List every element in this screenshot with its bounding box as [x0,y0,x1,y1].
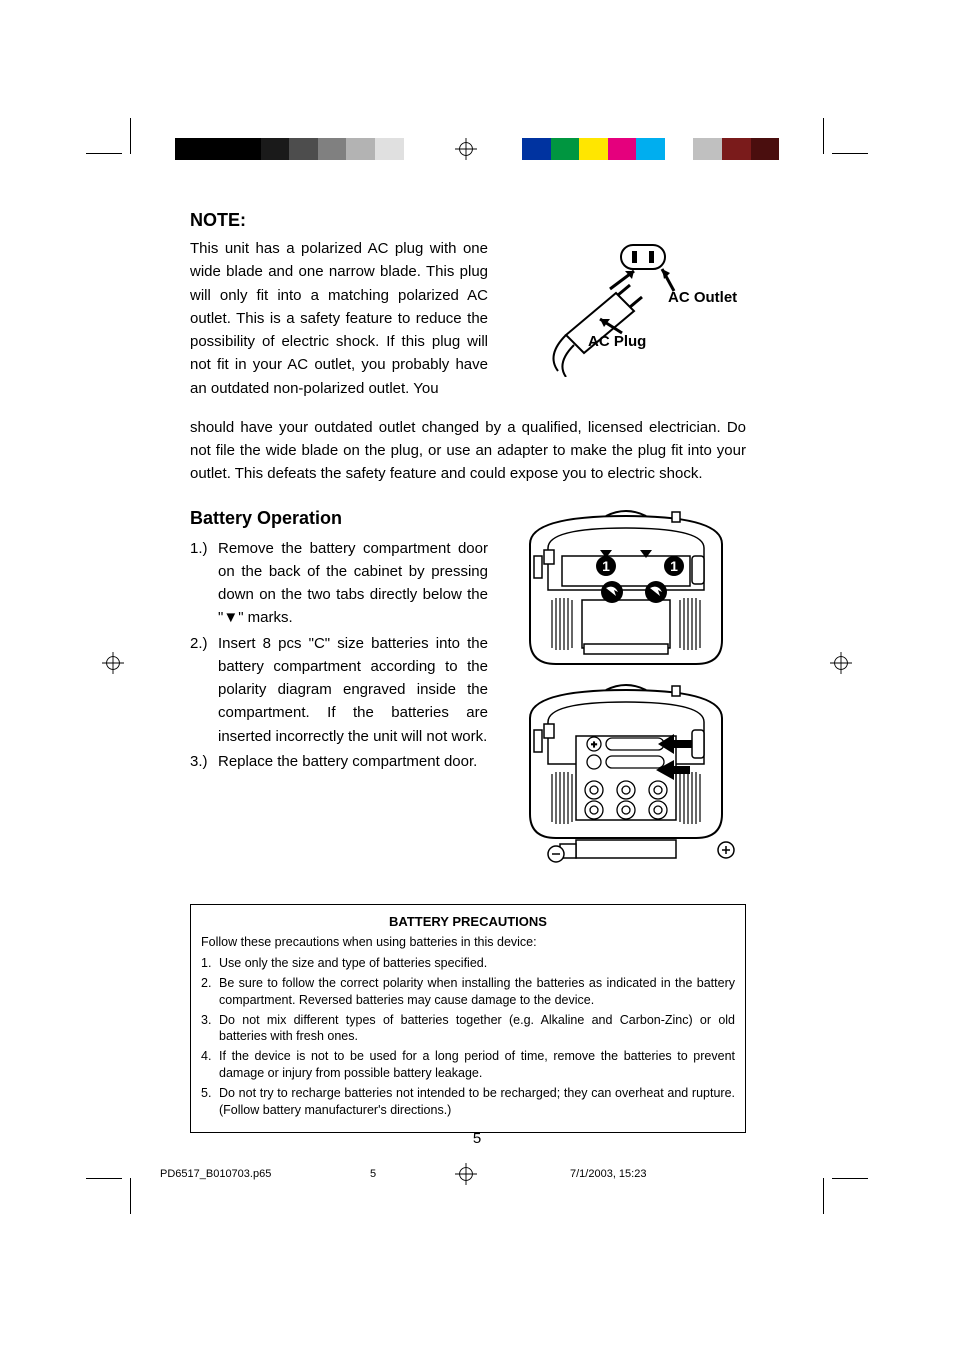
ac-plug-figure: AC Outlet AC Plug [506,237,746,377]
precaution-item: 5.Do not try to recharge batteries not i… [201,1085,735,1119]
colorbar-segment [261,138,290,160]
step-number: 2.) [190,632,218,748]
precaution-text: Do not mix different types of batteries … [219,1012,735,1046]
precaution-item: 2.Be sure to follow the correct polarity… [201,975,735,1009]
precaution-text: Do not try to recharge batteries not int… [219,1085,735,1119]
footer: PD6517_B010703.p65 5 7/1/2003, 15:23 [160,1168,794,1180]
footer-filename: PD6517_B010703.p65 [160,1168,370,1180]
colorbar-segment [608,138,637,160]
precaution-number: 4. [201,1048,219,1082]
precaution-item: 1.Use only the size and type of batterie… [201,955,735,972]
precaution-number: 5. [201,1085,219,1119]
battery-polarity-figure: + [506,682,746,872]
colorbar-segment [346,138,375,160]
note-heading: NOTE: [190,210,746,231]
color-bar [175,138,779,160]
step-number: 1.) [190,537,218,630]
colorbar-segment [693,138,722,160]
battery-step: 2.)Insert 8 pcs "C" size batteries into … [190,632,488,748]
colorbar-segment [204,138,233,160]
precaution-text: Use only the size and type of batteries … [219,955,735,972]
down-triangle-icon: ▼ [223,606,238,629]
page-number: 5 [0,1130,954,1147]
svg-text:1: 1 [670,558,678,574]
ac-plug-label: AC Plug [588,333,646,350]
precaution-number: 2. [201,975,219,1009]
note-paragraph-1: This unit has a polarized AC plug with o… [190,237,488,400]
battery-step: 1.)Remove the battery compartment door o… [190,537,488,630]
precaution-item: 4.If the device is not to be used for a … [201,1048,735,1082]
footer-date: 7/1/2003, 15:23 [500,1168,794,1180]
battery-heading: Battery Operation [190,508,488,529]
precaution-item: 3.Do not mix different types of batterie… [201,1012,735,1046]
battery-precautions-box: BATTERY PRECAUTIONS Follow these precaut… [190,904,746,1133]
precautions-intro: Follow these precautions when using batt… [201,934,735,951]
precaution-number: 1. [201,955,219,972]
colorbar-segment [404,138,433,160]
step-text: Insert 8 pcs "C" size batteries into the… [218,632,488,748]
registration-mark-icon [830,652,852,674]
colorbar-segment [289,138,318,160]
step-text: Replace the battery compartment door. [218,750,488,773]
precaution-text: Be sure to follow the correct polarity w… [219,975,735,1009]
registration-mark-icon [102,652,124,674]
precaution-text: If the device is not to be used for a lo… [219,1048,735,1082]
precaution-number: 3. [201,1012,219,1046]
colorbar-segment [665,138,694,160]
colorbar-segment [579,138,608,160]
svg-text:+: + [591,740,597,751]
note-paragraph-2: should have your outdated outlet changed… [190,416,746,486]
battery-door-figure: 1 1 [506,508,746,672]
colorbar-segment [722,138,751,160]
ac-outlet-label: AC Outlet [668,289,737,306]
step-text: Remove the battery compartment door on t… [218,537,488,630]
step-number: 3.) [190,750,218,773]
colorbar-segment [175,138,204,160]
footer-page: 5 [370,1168,500,1180]
colorbar-segment [551,138,580,160]
colorbar-segment [232,138,261,160]
colorbar-segment [636,138,665,160]
registration-mark-icon [455,138,477,160]
battery-steps-list: 1.)Remove the battery compartment door o… [190,537,488,774]
colorbar-segment [318,138,347,160]
colorbar-segment [751,138,780,160]
colorbar-segment [522,138,551,160]
svg-text:1: 1 [602,558,610,574]
battery-step: 3.)Replace the battery compartment door. [190,750,488,773]
colorbar-segment [375,138,404,160]
precautions-title: BATTERY PRECAUTIONS [201,913,735,931]
